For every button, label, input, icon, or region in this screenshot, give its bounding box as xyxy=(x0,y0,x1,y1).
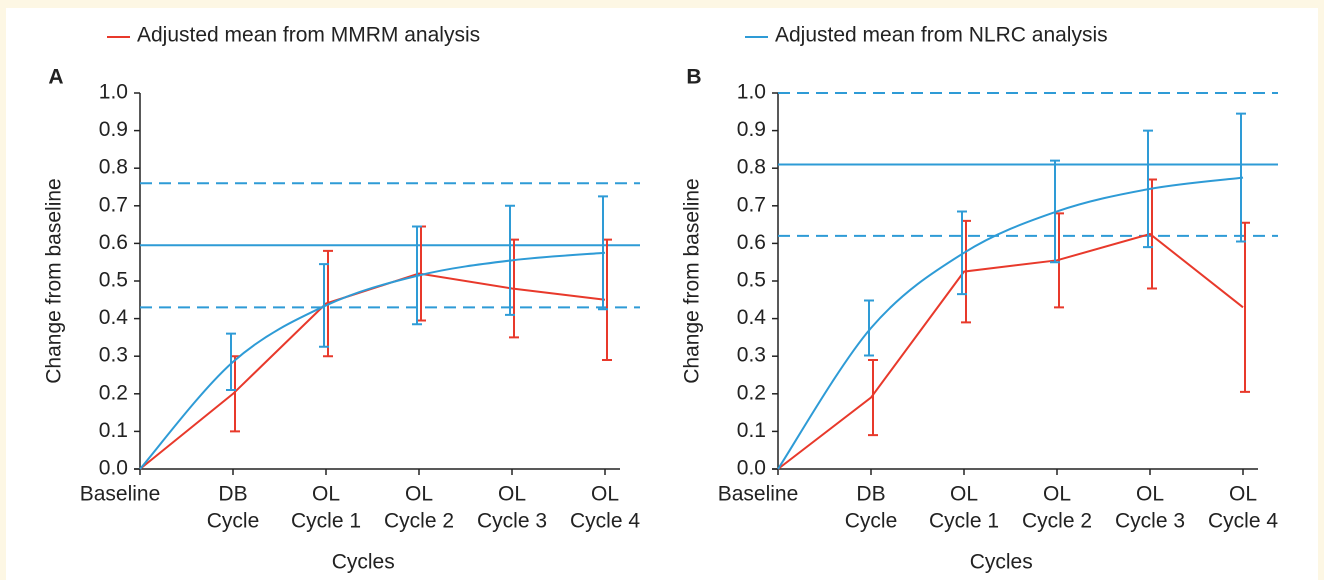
y-tick-label: 0.6 xyxy=(737,231,766,254)
y-tick-label: 0.9 xyxy=(99,118,128,141)
x-tick-label: OL xyxy=(405,483,433,506)
y-tick-label: 0.9 xyxy=(737,118,766,141)
y-tick-label: 0.8 xyxy=(737,156,766,179)
x-tick-label: Cycle 2 xyxy=(1022,510,1092,533)
y-tick-label: 0.7 xyxy=(99,193,128,216)
x-tick-label: DB xyxy=(856,483,885,506)
x-tick-label: OL xyxy=(950,483,978,506)
error-bar xyxy=(1143,129,1153,249)
figure-background xyxy=(6,8,1318,580)
x-tick-label: Cycle 2 xyxy=(384,510,454,533)
error-bar xyxy=(319,263,329,348)
x-tick-label: Baseline xyxy=(718,483,799,506)
panel-label: B xyxy=(686,66,701,89)
x-tick-label: Cycle 1 xyxy=(929,510,999,533)
y-tick-label: 0.1 xyxy=(737,419,766,442)
x-tick-label: OL xyxy=(1043,483,1071,506)
error-bar xyxy=(864,299,874,357)
y-tick-label: 0.0 xyxy=(99,457,128,480)
error-bar xyxy=(1236,112,1246,243)
error-bar xyxy=(868,358,878,437)
x-tick-label: Cycle 1 xyxy=(291,510,361,533)
y-tick-label: 0.8 xyxy=(99,156,128,179)
y-tick-label: 0.4 xyxy=(99,306,129,329)
x-tick-label: OL xyxy=(1136,483,1164,506)
y-tick-label: 1.0 xyxy=(737,81,766,104)
x-tick-label: Cycle xyxy=(845,510,898,533)
x-tick-label: Cycle 3 xyxy=(1115,510,1185,533)
error-bar xyxy=(505,204,515,316)
panel-label: A xyxy=(48,66,63,89)
x-tick-label: DB xyxy=(218,483,247,506)
y-tick-label: 0.0 xyxy=(737,457,766,480)
x-axis-title: Cycles xyxy=(332,551,395,574)
y-axis-title: Change from baseline xyxy=(43,178,66,383)
series-line xyxy=(777,176,1244,470)
y-tick-label: 0.4 xyxy=(737,306,767,329)
error-bar xyxy=(412,225,422,326)
y-tick-label: 0.6 xyxy=(99,231,128,254)
x-tick-label: OL xyxy=(1229,483,1257,506)
x-tick-label: Cycle xyxy=(207,510,260,533)
x-tick-label: Baseline xyxy=(80,483,161,506)
error-bar xyxy=(957,210,967,296)
y-tick-label: 0.3 xyxy=(737,344,766,367)
x-tick-label: Cycle 4 xyxy=(570,510,640,533)
x-tick-label: Cycle 3 xyxy=(477,510,547,533)
y-tick-label: 0.2 xyxy=(99,381,128,404)
x-tick-label: OL xyxy=(498,483,526,506)
legend-label: Adjusted mean from MMRM analysis xyxy=(137,24,480,47)
y-tick-label: 0.5 xyxy=(99,269,128,292)
x-tick-label: OL xyxy=(591,483,619,506)
series-line xyxy=(139,251,606,470)
y-tick-label: 0.7 xyxy=(737,193,766,216)
x-axis-title: Cycles xyxy=(970,551,1033,574)
y-tick-label: 0.3 xyxy=(99,344,128,367)
y-tick-label: 0.5 xyxy=(737,269,766,292)
y-tick-label: 1.0 xyxy=(99,81,128,104)
error-bar xyxy=(1050,159,1060,264)
legend-label: Adjusted mean from NLRC analysis xyxy=(775,24,1108,47)
x-tick-label: OL xyxy=(312,483,340,506)
error-bar xyxy=(598,195,608,311)
y-tick-label: 0.1 xyxy=(99,419,128,442)
x-tick-label: Cycle 4 xyxy=(1208,510,1278,533)
y-axis-title: Change from baseline xyxy=(681,178,704,383)
series-line xyxy=(777,232,1244,470)
y-tick-label: 0.2 xyxy=(737,381,766,404)
error-bar xyxy=(226,332,236,392)
